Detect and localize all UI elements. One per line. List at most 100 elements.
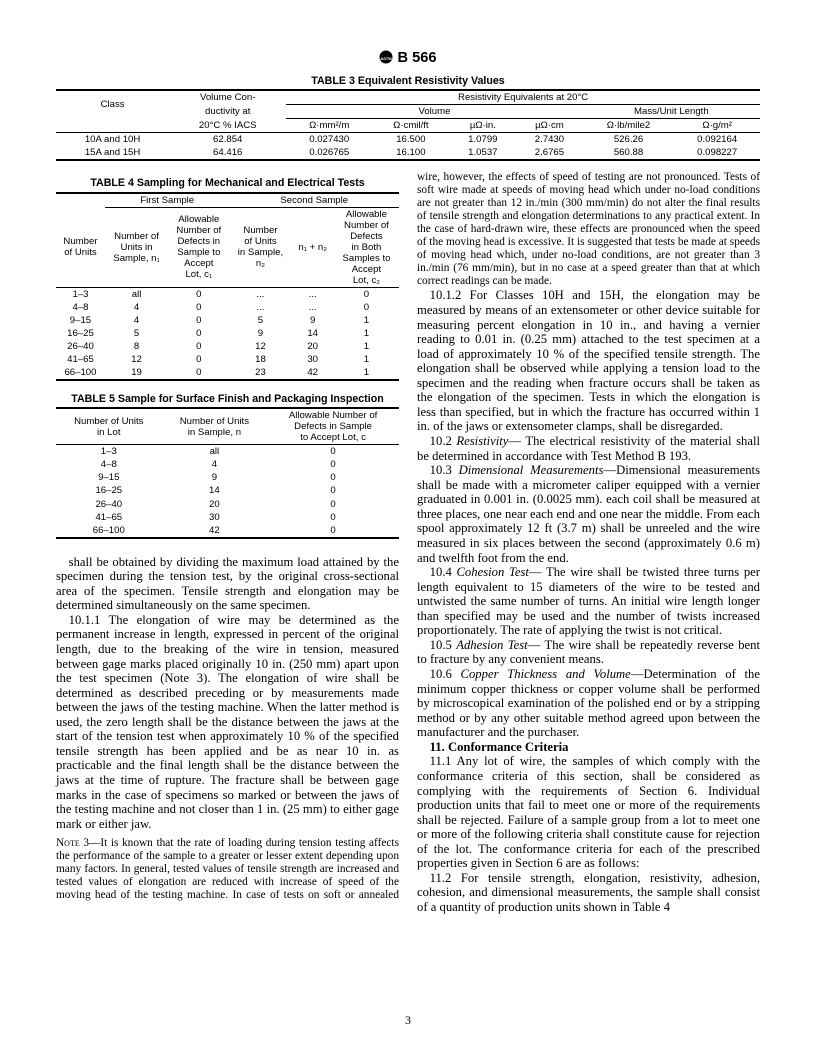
table3: Class Volume Con- Resistivity Equivalent… bbox=[56, 89, 760, 161]
table-cell: 18 bbox=[229, 353, 291, 366]
para-11-1: 11.1 Any lot of wire, the samples of whi… bbox=[417, 754, 760, 871]
table-cell: 15A and 15H bbox=[56, 146, 169, 160]
table-cell: 526.26 bbox=[583, 133, 675, 147]
table-cell: ... bbox=[291, 287, 333, 301]
table-cell: 9 bbox=[229, 327, 291, 340]
table-cell: 0 bbox=[168, 287, 229, 301]
table-cell: 560.88 bbox=[583, 146, 675, 160]
table-cell: 4 bbox=[105, 314, 168, 327]
table-cell: 0.092164 bbox=[674, 133, 760, 147]
table-cell: 14 bbox=[162, 484, 268, 497]
table-cell: 1–3 bbox=[56, 445, 162, 459]
table-cell: 2.6765 bbox=[516, 146, 583, 160]
table-cell: 4–8 bbox=[56, 458, 162, 471]
table-cell: 9–15 bbox=[56, 471, 162, 484]
table4: First Sample Second Sample Numberof Unit… bbox=[56, 192, 399, 381]
table-cell: 19 bbox=[105, 366, 168, 380]
table-cell: 41–65 bbox=[56, 511, 162, 524]
table-cell: 0.098227 bbox=[674, 146, 760, 160]
table-cell: 5 bbox=[229, 314, 291, 327]
table-cell: 0 bbox=[168, 340, 229, 353]
table-cell: 1 bbox=[334, 327, 399, 340]
table-cell: 23 bbox=[229, 366, 291, 380]
table-cell: 1 bbox=[334, 353, 399, 366]
table-cell: 4 bbox=[105, 301, 168, 314]
table-cell: 66–100 bbox=[56, 524, 162, 538]
table-cell: 0 bbox=[334, 301, 399, 314]
table-cell: 0 bbox=[267, 458, 399, 471]
table-cell: 20 bbox=[291, 340, 333, 353]
table-cell: 42 bbox=[162, 524, 268, 538]
table5-title: TABLE 5 Sample for Surface Finish and Pa… bbox=[56, 393, 399, 405]
t3-h-class: Class bbox=[56, 90, 169, 119]
table-cell: 16.100 bbox=[372, 146, 449, 160]
table-cell: 2.7430 bbox=[516, 133, 583, 147]
table-cell: 1 bbox=[334, 340, 399, 353]
table5: Number of Unitsin Lot Number of Unitsin … bbox=[56, 407, 399, 538]
para-10-1-1: 10.1.1 The elongation of wire may be det… bbox=[56, 613, 399, 831]
table-cell: 0 bbox=[168, 327, 229, 340]
table-cell: 10A and 10H bbox=[56, 133, 169, 147]
para-10-5: 10.5 Adhesion Test— The wire shall be re… bbox=[417, 638, 760, 667]
table-cell: 64.416 bbox=[169, 146, 286, 160]
table-cell: 9 bbox=[291, 314, 333, 327]
table-cell: 4–8 bbox=[56, 301, 105, 314]
table-cell: 16.500 bbox=[372, 133, 449, 147]
table-cell: 1 bbox=[334, 314, 399, 327]
table-cell: 0 bbox=[168, 314, 229, 327]
table-cell: 12 bbox=[105, 353, 168, 366]
table-cell: 16–25 bbox=[56, 327, 105, 340]
table-cell: ... bbox=[229, 301, 291, 314]
para-1: shall be obtained by dividing the maximu… bbox=[56, 555, 399, 613]
table-cell: all bbox=[105, 287, 168, 301]
table-cell: 0 bbox=[168, 366, 229, 380]
table-cell: 26–40 bbox=[56, 340, 105, 353]
table-cell: 0 bbox=[267, 471, 399, 484]
para-10-3: 10.3 Dimensional Measurements—Dimensiona… bbox=[417, 463, 760, 565]
para-10-4: 10.4 Cohesion Test— The wire shall be tw… bbox=[417, 565, 760, 638]
table-cell: 0 bbox=[267, 511, 399, 524]
svg-text:ASTM: ASTM bbox=[381, 56, 393, 61]
table-cell: 0 bbox=[334, 287, 399, 301]
para-11-2: 11.2 For tensile strength, elongation, r… bbox=[417, 871, 760, 915]
table-cell: 8 bbox=[105, 340, 168, 353]
table-cell: 9 bbox=[162, 471, 268, 484]
para-10-6: 10.6 Copper Thickness and Volume—Determi… bbox=[417, 667, 760, 740]
table-cell: 41–65 bbox=[56, 353, 105, 366]
table-cell: 14 bbox=[291, 327, 333, 340]
standard-number: B 566 bbox=[397, 50, 436, 66]
table-cell: 1.0799 bbox=[450, 133, 517, 147]
table-cell: 30 bbox=[291, 353, 333, 366]
table-cell: 26–40 bbox=[56, 498, 162, 511]
table-cell: ... bbox=[229, 287, 291, 301]
table-cell: 9–15 bbox=[56, 314, 105, 327]
table-cell: 16–25 bbox=[56, 484, 162, 497]
section-11-title: 11. Conformance Criteria bbox=[417, 740, 760, 755]
page-header: ASTM B 566 bbox=[56, 50, 760, 67]
table3-title: TABLE 3 Equivalent Resistivity Values bbox=[56, 75, 760, 87]
table-cell: 12 bbox=[229, 340, 291, 353]
table-cell: 0 bbox=[168, 301, 229, 314]
para-10-1-2: 10.1.2 For Classes 10H and 15H, the elon… bbox=[417, 288, 760, 434]
page-number: 3 bbox=[0, 1014, 816, 1028]
table-cell: 0 bbox=[267, 498, 399, 511]
astm-logo-icon: ASTM bbox=[379, 50, 393, 64]
table-cell: 0 bbox=[267, 484, 399, 497]
table-cell: 66–100 bbox=[56, 366, 105, 380]
table-cell: 0 bbox=[267, 445, 399, 459]
table-cell: 0.027430 bbox=[286, 133, 372, 147]
table-cell: 20 bbox=[162, 498, 268, 511]
table-cell: 42 bbox=[291, 366, 333, 380]
table-cell: 1 bbox=[334, 366, 399, 380]
para-10-2: 10.2 Resistivity— The electrical resisti… bbox=[417, 434, 760, 463]
table-cell: 1.0537 bbox=[450, 146, 517, 160]
table4-title: TABLE 4 Sampling for Mechanical and Elec… bbox=[56, 177, 399, 189]
table-cell: 0.026765 bbox=[286, 146, 372, 160]
table-cell: ... bbox=[291, 301, 333, 314]
table-cell: 62.854 bbox=[169, 133, 286, 147]
table-cell: 30 bbox=[162, 511, 268, 524]
table-cell: 5 bbox=[105, 327, 168, 340]
table-cell: 1–3 bbox=[56, 287, 105, 301]
table-cell: 4 bbox=[162, 458, 268, 471]
table-cell: all bbox=[162, 445, 268, 459]
